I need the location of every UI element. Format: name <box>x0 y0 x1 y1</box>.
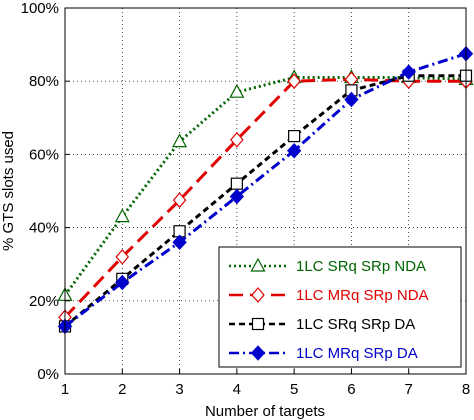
series-line <box>64 52 467 328</box>
y-tick-label: 100% <box>21 0 59 17</box>
data-point <box>115 274 130 291</box>
x-tick-label: 8 <box>462 381 470 398</box>
x-tick-label: 1 <box>61 381 69 398</box>
data-point <box>288 130 301 143</box>
legend-label: 1LC MRq SRp NDA <box>296 287 429 304</box>
legend-entry: 1LC SRq SRp NDA <box>229 257 426 275</box>
legend-swatch-marker <box>251 287 265 303</box>
legend-label: 1LC SRq SRp DA <box>296 316 415 333</box>
x-tick-label: 6 <box>347 381 355 398</box>
legend-swatch-marker <box>251 317 265 331</box>
x-tick-label: 5 <box>290 381 298 398</box>
legend-entry: 1LC SRq SRp DA <box>229 316 415 333</box>
data-point <box>229 83 245 98</box>
series-line <box>64 74 466 328</box>
data-point <box>172 192 187 209</box>
y-tick-label: 60% <box>29 146 59 163</box>
plot-frame <box>64 7 467 375</box>
series-4 <box>57 46 474 335</box>
data-point <box>229 188 245 205</box>
x-tick-label: 2 <box>118 381 126 398</box>
data-point <box>114 208 130 223</box>
legend-label: 1LC SRq SRp NDA <box>296 258 426 275</box>
y-tick-label: 0% <box>37 366 59 383</box>
data-point <box>230 131 244 148</box>
series-layer <box>57 46 474 335</box>
y-axis-label: % GTS slots used <box>0 131 17 251</box>
x-tick-label: 4 <box>233 381 241 398</box>
y-tick-label: 20% <box>29 293 59 310</box>
legend-entry: 1LC MRq SRp NDA <box>229 287 429 304</box>
y-tick-label: 80% <box>29 73 59 90</box>
legend-swatch-marker <box>250 345 266 361</box>
legend-entry: 1LC MRq SRp DA <box>229 345 418 362</box>
data-point <box>172 234 187 250</box>
y-tick-label: 40% <box>29 220 59 237</box>
legend-label: 1LC MRq SRp DA <box>296 345 418 362</box>
data-point <box>230 177 243 190</box>
data-point <box>401 64 416 80</box>
data-point <box>115 248 130 265</box>
x-axis-label: Number of targets <box>205 403 325 420</box>
data-point <box>172 133 188 148</box>
legend: 1LC SRq SRp NDA 1LC MRq SRp NDA 1LC SRq SR… <box>218 246 462 368</box>
x-tick-label: 3 <box>175 381 183 398</box>
data-point <box>286 143 302 159</box>
series-line <box>63 77 466 319</box>
legend-swatch-marker <box>250 257 266 272</box>
ticks: 1 2 3 4 5 6 7 80%20%40%60%80%100% <box>21 0 471 398</box>
x-tick-label: 7 <box>405 381 413 398</box>
data-point <box>344 91 359 108</box>
data-point <box>287 73 301 90</box>
